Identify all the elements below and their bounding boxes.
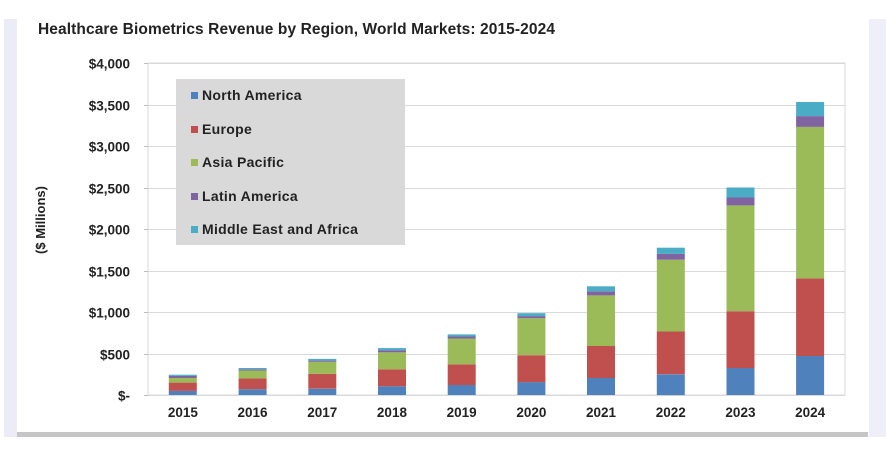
bar-segment-latin-america [447, 336, 476, 339]
bar-segment-middle-east-and-africa [587, 286, 615, 292]
bar-segment-north-america [378, 386, 406, 395]
x-tick-label: 2021 [586, 405, 617, 420]
x-tick-label: 2015 [168, 405, 199, 420]
bar-segment-north-america [517, 382, 546, 395]
bar-segment-middle-east-and-africa [308, 358, 337, 361]
x-tick-label: 2018 [377, 405, 408, 420]
chart-title: Healthcare Biometrics Revenue by Region,… [38, 21, 556, 38]
bar-segment-latin-america [308, 360, 337, 362]
legend-item: North America [191, 86, 302, 104]
bar-segment-asia-pacific [726, 205, 755, 312]
bar-segment-asia-pacific [796, 126, 825, 279]
bars [168, 102, 825, 396]
x-axis-ticks: 2015 2016 2017 2018 2019 2020 2021 2022 2023 2024 [168, 405, 826, 420]
x-tick-label: 2017 [307, 405, 337, 420]
legend-swatch [191, 158, 198, 166]
y-tick-label: $2,000 [89, 223, 130, 238]
legend-item: Middle East and Africa [191, 220, 358, 238]
bar-segment-europe [447, 364, 476, 386]
bar-segment-latin-america [168, 375, 197, 378]
legend: North America Europe Asia Pacific Latin Ame… [176, 79, 405, 245]
bar-segment-middle-east-and-africa [378, 348, 406, 351]
bar-segment-latin-america [517, 316, 546, 319]
bar-segment-middle-east-and-africa [726, 187, 755, 198]
bar-segment-north-america [726, 368, 755, 395]
bar-segment-north-america [168, 390, 197, 395]
bar-segment-europe [587, 346, 615, 378]
legend-item: Asia Pacific [191, 153, 284, 171]
bar-segment-asia-pacific [238, 370, 267, 379]
bar-segment-middle-east-and-africa [168, 374, 197, 376]
bar-segment-north-america [587, 378, 615, 395]
legend-swatch [191, 225, 198, 233]
bar-segment-asia-pacific [308, 361, 337, 374]
bar-segment-north-america [447, 385, 476, 395]
bar-segment-europe [656, 331, 685, 375]
y-tick-label: $1,000 [89, 306, 130, 321]
legend-label: Latin America [202, 188, 298, 204]
bar-segment-asia-pacific [656, 259, 685, 332]
bar-segment-north-america [656, 374, 685, 396]
legend-label: Europe [202, 121, 253, 137]
chart-bottom-shadow [17, 432, 868, 437]
bar-segment-north-america [238, 389, 267, 395]
bar-segment-asia-pacific [168, 378, 197, 383]
legend-swatch [191, 125, 198, 133]
bar-segment-latin-america [238, 369, 267, 371]
bar-segment-asia-pacific [587, 295, 615, 346]
bar-segment-latin-america [656, 253, 685, 260]
bar-segment-latin-america [378, 350, 406, 353]
bar-segment-north-america [796, 356, 825, 395]
bar-segment-middle-east-and-africa [796, 102, 825, 117]
legend-item: Europe [191, 120, 252, 138]
bar-segment-north-america [308, 388, 337, 395]
bar-segment-europe [168, 382, 197, 391]
bar-segment-middle-east-and-africa [447, 334, 476, 337]
x-tick-label: 2019 [447, 405, 477, 420]
y-tick-label: $2,500 [89, 182, 130, 197]
x-tick-label: 2016 [238, 405, 269, 420]
x-tick-label: 2024 [795, 405, 826, 420]
bar-segment-europe [517, 355, 546, 383]
y-tick-label: $1,500 [89, 265, 130, 280]
legend-label: Asia Pacific [202, 154, 285, 170]
y-axis-ticks: $- $500 $1,000 $1,500 $2,000 $2,500 $3,000 $3,5… [89, 57, 130, 404]
bar-segment-asia-pacific [447, 338, 476, 365]
legend-swatch [191, 91, 198, 99]
bar-segment-europe [308, 373, 337, 389]
bar-segment-middle-east-and-africa [656, 247, 685, 254]
bar-segment-latin-america [726, 197, 755, 206]
bar-segment-europe [726, 311, 755, 369]
bar-segment-asia-pacific [517, 318, 546, 356]
legend-item: Latin America [191, 187, 298, 205]
bar-segment-latin-america [796, 116, 825, 127]
bar-segment-middle-east-and-africa [517, 313, 546, 317]
bar-segment-latin-america [587, 291, 615, 296]
x-tick-label: 2020 [516, 405, 546, 420]
y-tick-label: $- [118, 389, 130, 404]
x-tick-label: 2022 [656, 405, 686, 420]
legend-label: Middle East and Africa [202, 221, 359, 237]
x-tick-label: 2023 [725, 405, 756, 420]
y-tick-label: $3,500 [89, 99, 130, 114]
bar-segment-europe [378, 369, 406, 387]
y-tick-label: $4,000 [89, 57, 130, 72]
legend-swatch [191, 192, 198, 200]
y-tick-label: $3,000 [89, 140, 130, 155]
bar-segment-europe [238, 378, 267, 390]
bar-segment-europe [796, 278, 825, 356]
bar-segment-asia-pacific [378, 352, 406, 370]
bar-segment-middle-east-and-africa [238, 368, 267, 370]
left-frame-strip [4, 19, 17, 437]
y-tick-label: $500 [100, 348, 130, 363]
legend-label: North America [202, 87, 302, 103]
right-frame-strip [869, 19, 886, 437]
